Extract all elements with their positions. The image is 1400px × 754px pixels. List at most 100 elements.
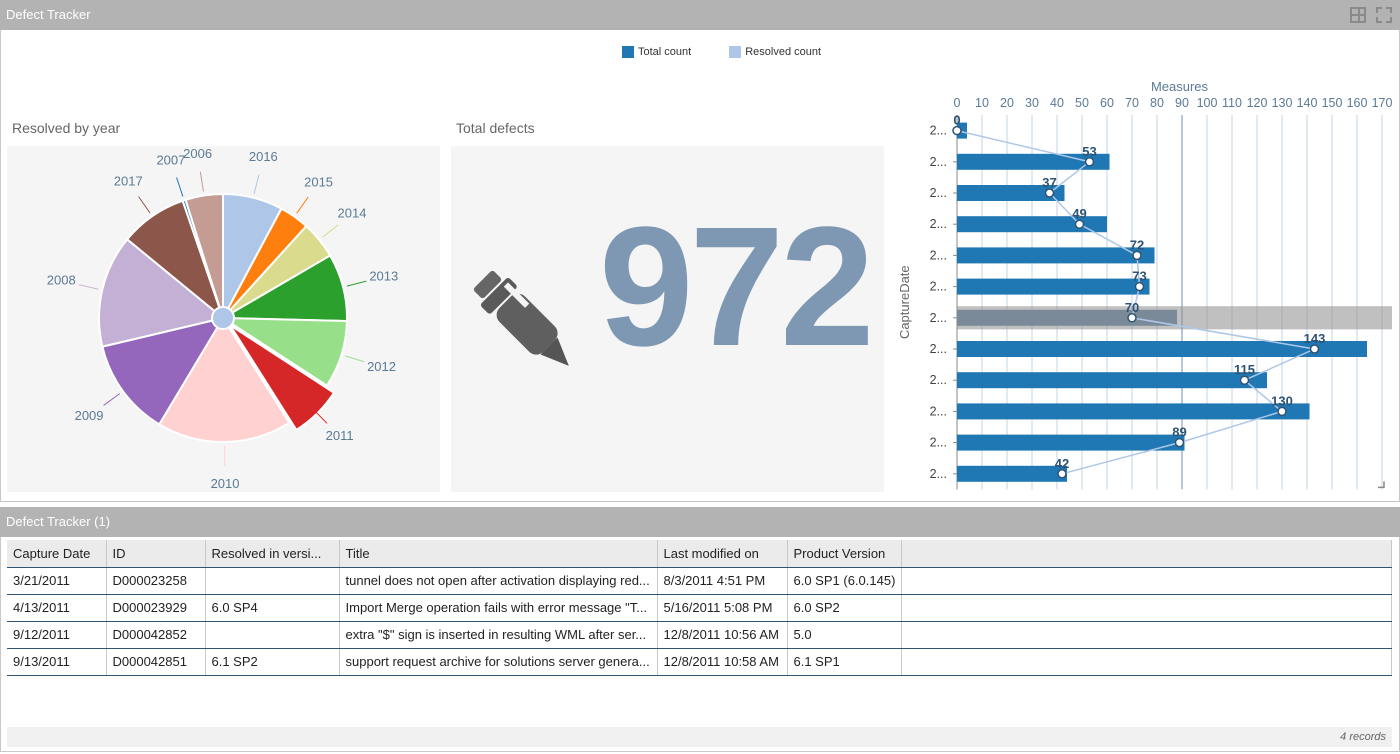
data-label: 115: [1234, 362, 1255, 377]
x-tick-label: 10: [975, 96, 989, 110]
data-label: 49: [1072, 206, 1086, 221]
x-tick-label: 150: [1322, 96, 1343, 110]
bar-total[interactable]: [957, 216, 1107, 233]
y-tick-label: 2...: [930, 311, 947, 325]
pie-slice-2006[interactable]: [184, 192, 224, 319]
resolved-point[interactable]: [1309, 344, 1320, 354]
bar-total[interactable]: [957, 434, 1185, 451]
pie-leader-line: [346, 280, 367, 287]
pie-slice-2009[interactable]: [101, 316, 226, 426]
pie-label-2013: 2013: [369, 269, 398, 284]
pie-slice-2012[interactable]: [219, 316, 348, 388]
cell-last-modified: 8/3/2011 4:51 PM: [657, 567, 788, 595]
table-header: Defect Tracker (1): [0, 507, 1400, 537]
x-axis-title: Measures: [1151, 79, 1209, 94]
pie-label-2010: 2010: [211, 476, 240, 491]
cell-filler: [901, 648, 1392, 676]
table-row[interactable]: 4/13/2011 D000023929 6.0 SP4 Import Merg…: [7, 594, 1392, 622]
resolved-point[interactable]: [1174, 437, 1185, 448]
pie-chart-title: Resolved by year: [12, 120, 121, 136]
y-tick-label: 2...: [930, 342, 947, 356]
cell-title: Import Merge operation fails with error …: [339, 594, 658, 622]
data-label: 0: [953, 113, 960, 128]
column-header-id[interactable]: ID: [106, 540, 206, 568]
table-row[interactable]: 3/21/2011 D000023258 tunnel does not ope…: [7, 567, 1392, 595]
resize-handle-icon[interactable]: [1378, 481, 1385, 489]
column-header-title[interactable]: Title: [339, 540, 658, 568]
x-tick-label: 60: [1100, 96, 1114, 110]
cell-filler: [901, 621, 1392, 649]
column-header-filler: [901, 540, 1392, 568]
data-label: 53: [1082, 144, 1096, 159]
cell-resolved-in-version: [205, 621, 340, 649]
pie-leader-line: [296, 196, 309, 214]
data-label: 73: [1132, 269, 1146, 284]
bar-total[interactable]: [957, 403, 1310, 420]
resolved-point[interactable]: [1277, 406, 1287, 417]
x-tick-label: 80: [1150, 96, 1164, 110]
pie-label-2008: 2008: [47, 273, 76, 288]
cell-resolved-in-version: 6.1 SP2: [205, 648, 340, 676]
pie-center-marker: [211, 306, 235, 330]
resolved-point[interactable]: [1134, 281, 1145, 292]
table-title: Defect Tracker (1): [6, 514, 111, 529]
resolved-point[interactable]: [1074, 219, 1085, 229]
cell-capture-date: 3/21/2011: [7, 567, 107, 595]
resolved-point[interactable]: [1044, 188, 1055, 198]
record-count: 4 records: [7, 727, 1392, 747]
pie-label-2014: 2014: [338, 205, 367, 220]
table-row[interactable]: 9/12/2011 D000042852 extra "$" sign is i…: [7, 621, 1392, 649]
y-tick-label: 2...: [930, 436, 947, 450]
pie-label-2017: 2017: [114, 174, 143, 189]
bar-total[interactable]: [957, 278, 1150, 295]
bar-total[interactable]: [957, 309, 1177, 326]
resolved-point[interactable]: [1057, 469, 1067, 479]
x-tick-label: 70: [1125, 96, 1139, 110]
pie-label-2009: 2009: [75, 408, 104, 423]
x-tick-label: 50: [1075, 96, 1089, 110]
resolved-point[interactable]: [1084, 157, 1095, 167]
table-row[interactable]: 9/13/2011 D000042851 6.1 SP2 support req…: [7, 648, 1392, 676]
pie-label-2011: 2011: [326, 428, 354, 443]
cell-resolved-in-version: [205, 567, 340, 595]
x-tick-label: 20: [1000, 96, 1014, 110]
y-tick-label: 2...: [930, 373, 947, 387]
column-header-capture-date[interactable]: Capture Date: [7, 540, 107, 568]
bar-total[interactable]: [957, 247, 1155, 264]
pie-leader-line: [322, 224, 339, 238]
y-tick-label: 2...: [930, 217, 947, 231]
pie-leader-line: [253, 174, 260, 194]
bar-total[interactable]: [957, 122, 967, 139]
pie-slice-2010[interactable]: [157, 316, 291, 443]
pie-label-2007: 2007: [156, 152, 185, 167]
legend-swatch-resolved: [729, 46, 742, 58]
legend-item-resolved[interactable]: Resolved count: [729, 46, 821, 58]
x-tick-label: 140: [1297, 96, 1318, 110]
pie-leader-line: [103, 393, 121, 406]
pie-slice-2008[interactable]: [98, 237, 226, 348]
resolved-point[interactable]: [1127, 313, 1137, 323]
resolved-point[interactable]: [1239, 375, 1250, 385]
chart-legend: Total count Resolved count: [622, 46, 821, 58]
layout-icon[interactable]: [1350, 7, 1366, 23]
x-tick-label: 30: [1025, 96, 1039, 110]
y-tick-label: 2...: [930, 186, 947, 200]
y-axis-title: CaptureDate: [897, 265, 912, 339]
resolved-point[interactable]: [952, 125, 962, 136]
pie-leader-line: [138, 196, 151, 214]
column-header-last-modified[interactable]: Last modified on: [657, 540, 788, 568]
bar-total[interactable]: [957, 372, 1267, 389]
column-header-resolved-in-version[interactable]: Resolved in versi...: [205, 540, 340, 568]
column-header-product-version[interactable]: Product Version: [787, 540, 903, 568]
legend-item-total[interactable]: Total count: [622, 46, 691, 58]
resolved-point[interactable]: [1132, 250, 1142, 261]
x-tick-label: 0: [954, 96, 961, 110]
cell-capture-date: 9/13/2011: [7, 648, 107, 676]
dashboard-header: Defect Tracker: [0, 0, 1400, 30]
table-header-row: Capture Date ID Resolved in versi... Tit…: [7, 540, 1392, 568]
x-tick-label: 110: [1222, 96, 1242, 110]
bar-total[interactable]: [957, 465, 1067, 482]
bar-total[interactable]: [957, 341, 1367, 357]
maximize-icon[interactable]: [1376, 7, 1392, 23]
bar-total[interactable]: [957, 185, 1065, 201]
